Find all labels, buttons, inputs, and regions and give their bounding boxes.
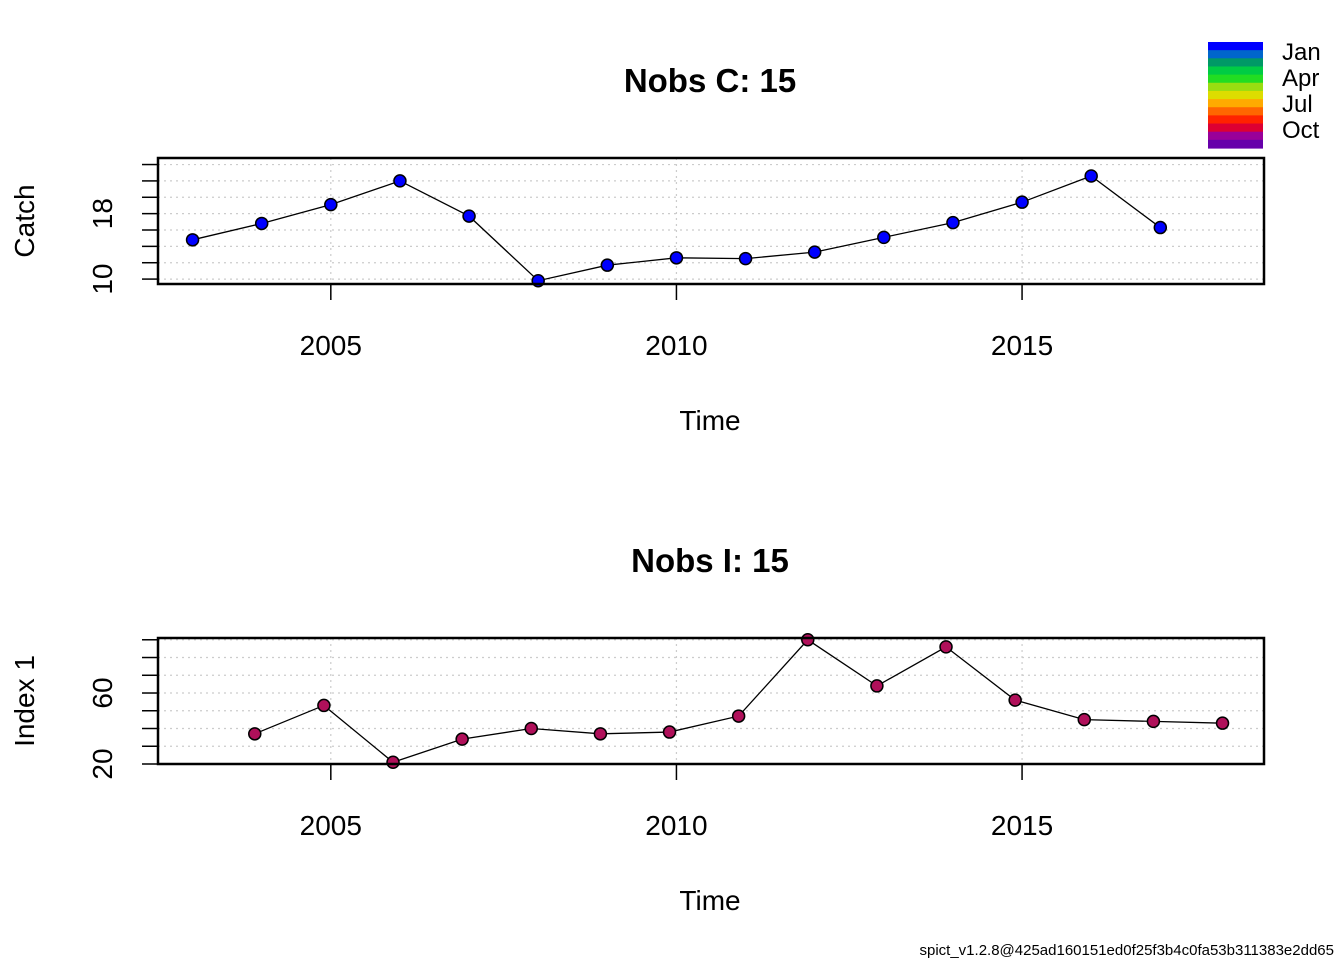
catch-x-tick-label: 2015	[991, 330, 1053, 361]
legend-swatch	[1208, 50, 1263, 59]
catch-series-points	[185, 169, 1168, 288]
index-data-point	[593, 727, 608, 741]
index-series-points	[248, 633, 1230, 769]
catch-data-point	[393, 174, 407, 188]
catch-data-point	[669, 251, 684, 265]
catch-data-point	[254, 216, 269, 231]
legend-swatch	[1208, 99, 1263, 108]
index-data-point	[455, 732, 469, 746]
catch-x-tick-label: 2010	[645, 330, 707, 361]
index-y-tick-label: 20	[87, 748, 118, 779]
catch-x-ticks: 2005 2010 2015	[300, 284, 1053, 361]
index-series-line	[254, 638, 1223, 763]
index-data-point	[386, 755, 400, 769]
catch-series-line	[192, 175, 1161, 282]
catch-data-point	[462, 209, 476, 223]
index-data-point	[317, 698, 331, 713]
legend-label-jul: Jul	[1282, 91, 1313, 118]
catch-data-point	[807, 245, 822, 259]
legend-swatch	[1208, 139, 1263, 149]
legend-swatch	[1208, 123, 1263, 133]
version-footer: spict_v1.2.8@425ad160151ed0f25f3b4c0fa53…	[920, 942, 1335, 959]
index-data-point	[524, 721, 539, 736]
legend-swatch	[1208, 115, 1263, 125]
catch-data-point	[324, 197, 338, 212]
catch-data-point	[1015, 195, 1029, 209]
index-data-point	[1077, 712, 1092, 727]
index-data-point	[731, 709, 746, 723]
catch-line	[192, 175, 1161, 282]
index-y-tick-label: 60	[87, 677, 118, 708]
catch-x-axis-label: Time	[679, 405, 740, 436]
catch-data-point	[600, 258, 615, 272]
index-data-point	[939, 640, 953, 654]
index-data-point	[662, 725, 677, 739]
catch-panel: Nobs C: 15 10 18 2005 2010 2015 Time Catch	[9, 62, 1266, 436]
index-x-tick-label: 2015	[991, 810, 1053, 841]
index-x-tick-label: 2010	[645, 810, 707, 841]
legend-swatch	[1208, 42, 1263, 51]
month-legend-swatches	[1208, 42, 1263, 149]
index-line	[254, 638, 1223, 763]
legend-swatch	[1208, 131, 1263, 141]
catch-y-ticks: 10 18	[87, 163, 158, 295]
index-data-point	[1215, 716, 1230, 730]
catch-data-point	[1084, 169, 1098, 183]
catch-y-axis-label: Catch	[9, 184, 40, 257]
catch-title: Nobs C: 15	[624, 62, 796, 99]
index-x-axis-label: Time	[679, 885, 740, 916]
catch-grid	[158, 158, 1264, 284]
index-data-point	[248, 727, 262, 741]
legend-swatch	[1208, 107, 1263, 116]
index-title: Nobs I: 15	[631, 542, 789, 579]
index-data-point	[801, 633, 815, 647]
index-data-point	[870, 679, 884, 693]
legend-swatch	[1208, 58, 1263, 68]
catch-data-point	[877, 230, 891, 245]
legend-swatch	[1208, 82, 1263, 92]
legend-label-jan: Jan	[1282, 39, 1321, 66]
legend-label-apr: Apr	[1282, 65, 1319, 92]
catch-plot-frame	[156, 156, 1266, 286]
catch-data-point	[1153, 220, 1168, 235]
catch-x-tick-label: 2005	[300, 330, 362, 361]
month-legend: Jan Apr Jul Oct	[1208, 39, 1321, 149]
index-x-tick-label: 2005	[300, 810, 362, 841]
index-y-axis-label: Index 1	[9, 655, 40, 747]
index-data-point	[1008, 693, 1022, 707]
catch-data-point	[185, 233, 200, 247]
legend-swatch	[1208, 90, 1263, 100]
catch-data-point	[738, 251, 753, 266]
catch-y-tick-label: 10	[87, 264, 118, 295]
legend-swatch	[1208, 66, 1263, 76]
index-x-ticks: 2005 2010 2015	[300, 764, 1053, 841]
index-plot-frame	[156, 636, 1266, 766]
legend-swatch	[1208, 74, 1263, 84]
catch-data-point	[946, 215, 960, 230]
catch-y-tick-label: 18	[87, 198, 118, 229]
legend-label-oct: Oct	[1282, 117, 1320, 144]
index-data-point	[1146, 714, 1161, 729]
